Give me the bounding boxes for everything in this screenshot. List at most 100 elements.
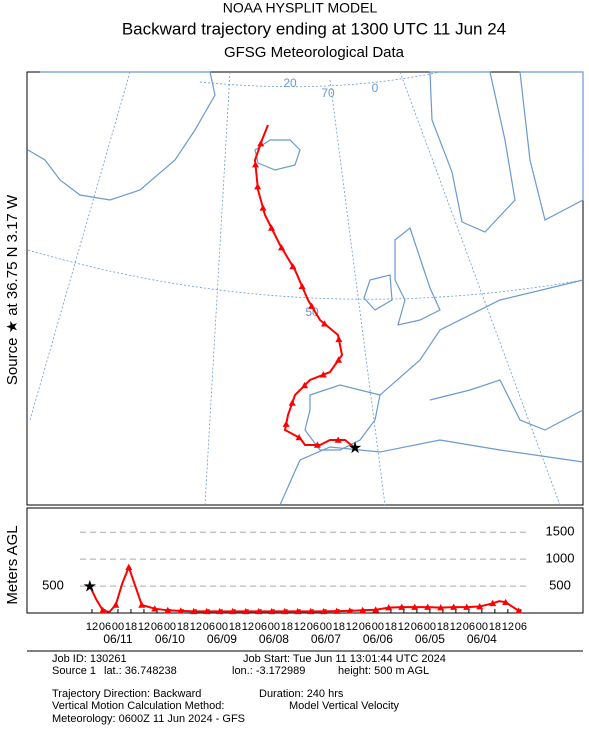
info-text: lat.: 36.748238 bbox=[104, 665, 177, 677]
title: Backward trajectory ending at 1300 UTC 1… bbox=[122, 19, 506, 38]
marker bbox=[295, 434, 303, 441]
source-label: Source ★ at 36.75 N 3.17 W bbox=[4, 194, 21, 385]
marker bbox=[242, 607, 250, 615]
x-tick-label: 12 bbox=[138, 621, 150, 633]
x-tick-label: 00 bbox=[216, 621, 228, 633]
africa bbox=[279, 439, 584, 506]
info-text: Duration: 240 hrs bbox=[259, 688, 344, 700]
marker bbox=[151, 605, 159, 612]
marker bbox=[257, 140, 265, 147]
x-tick-label: 06 bbox=[359, 621, 371, 633]
date-label: 06/04 bbox=[467, 632, 497, 646]
marker bbox=[259, 204, 267, 211]
y-tick-label: 500 bbox=[42, 578, 64, 593]
y-tick-label: 500 bbox=[549, 578, 571, 593]
info-text: height: 500 m AGL bbox=[338, 665, 429, 677]
marker bbox=[476, 603, 484, 610]
x-tick-label: 06 bbox=[411, 621, 423, 633]
y-axis-label: Meters AGL bbox=[4, 525, 21, 604]
x-tick-label: 06 bbox=[203, 621, 215, 633]
marker bbox=[254, 183, 262, 190]
x-tick-label: 12 bbox=[242, 621, 254, 633]
info-block: Job ID: 130261 Job Start: Tue Jun 11 13:… bbox=[52, 653, 446, 725]
info-text: Model Vertical Velocity bbox=[289, 700, 400, 712]
x-tick-label: 06 bbox=[255, 621, 267, 633]
x-tick-label: 18 bbox=[229, 621, 241, 633]
marker bbox=[288, 399, 296, 406]
marker bbox=[268, 224, 276, 231]
x-tick-label: 18 bbox=[333, 621, 345, 633]
marker bbox=[359, 606, 367, 614]
x-tick-label: 12 bbox=[86, 621, 98, 633]
marker bbox=[308, 302, 316, 309]
marker bbox=[289, 262, 297, 270]
date-label: 06/10 bbox=[155, 632, 185, 646]
x-tick-label: 00 bbox=[320, 621, 332, 633]
map: 20 70 0 50 ★ bbox=[26, 71, 584, 506]
continent bbox=[379, 279, 584, 431]
marker bbox=[385, 604, 393, 611]
marker bbox=[335, 356, 343, 363]
info-text: Job Start: Tue Jun 11 13:01:44 UTC 2024 bbox=[243, 653, 446, 665]
grid-label: 20 bbox=[283, 76, 297, 90]
date-label: 06/11 bbox=[103, 632, 132, 646]
marker bbox=[190, 607, 198, 615]
greenland bbox=[27, 71, 216, 201]
marker bbox=[515, 607, 523, 614]
marker bbox=[320, 607, 328, 615]
marker bbox=[278, 244, 286, 251]
date-label: 06/05 bbox=[415, 632, 445, 646]
info-text: Vertical Motion Calculation Method: bbox=[52, 700, 224, 712]
britain bbox=[394, 226, 441, 326]
marker bbox=[301, 381, 309, 389]
date-label: 06/07 bbox=[311, 632, 341, 646]
marker bbox=[450, 603, 458, 610]
source-star: ★ bbox=[83, 578, 97, 595]
x-tick-label: 00 bbox=[424, 621, 436, 633]
date-label: 06/09 bbox=[207, 632, 237, 646]
marker bbox=[177, 607, 185, 614]
y-tick-label: 1500 bbox=[546, 524, 575, 539]
marker bbox=[216, 607, 224, 615]
x-tick-label: 18 bbox=[125, 621, 137, 633]
marker bbox=[281, 607, 289, 615]
y-tick-label: 1000 bbox=[546, 551, 575, 566]
info-text: Source 1 bbox=[52, 665, 96, 677]
x-tick-label: 06 bbox=[99, 621, 111, 633]
marker bbox=[463, 603, 471, 610]
x-tick-label: 18 bbox=[385, 621, 397, 633]
x-tick-label: 12 bbox=[346, 621, 358, 633]
marker bbox=[282, 420, 290, 427]
marker bbox=[346, 607, 354, 614]
x-tick-label: 00 bbox=[268, 621, 280, 633]
marker bbox=[437, 604, 445, 611]
marker bbox=[333, 607, 341, 614]
model-name: NOAA HYSPLIT MODEL bbox=[223, 0, 378, 16]
x-tick-label: 12 bbox=[502, 621, 514, 633]
x-tick-label: 12 bbox=[190, 621, 202, 633]
x-tick-label: 18 bbox=[437, 621, 449, 633]
x-tick-label: 12 bbox=[294, 621, 306, 633]
date-label: 06/06 bbox=[363, 632, 393, 646]
x-tick-label: 00 bbox=[476, 621, 488, 633]
x-tick-label: 00 bbox=[112, 621, 124, 633]
marker bbox=[424, 603, 432, 610]
trajectory bbox=[253, 124, 356, 449]
x-tick-label: 12 bbox=[398, 621, 410, 633]
marker bbox=[99, 606, 107, 614]
x-tick-label: 18 bbox=[489, 621, 501, 633]
grid-label: 70 bbox=[321, 86, 335, 100]
marker bbox=[112, 601, 120, 608]
marker bbox=[138, 601, 146, 608]
marker bbox=[255, 607, 263, 615]
x-tick-label: 18 bbox=[177, 621, 189, 633]
x-tick-label: 06 bbox=[151, 621, 163, 633]
marker bbox=[268, 607, 276, 615]
marker bbox=[372, 606, 380, 613]
date-label: 06/08 bbox=[259, 632, 289, 646]
marker bbox=[164, 606, 172, 614]
x-tick-label: 06 bbox=[307, 621, 319, 633]
x-tick-label: 18 bbox=[281, 621, 293, 633]
